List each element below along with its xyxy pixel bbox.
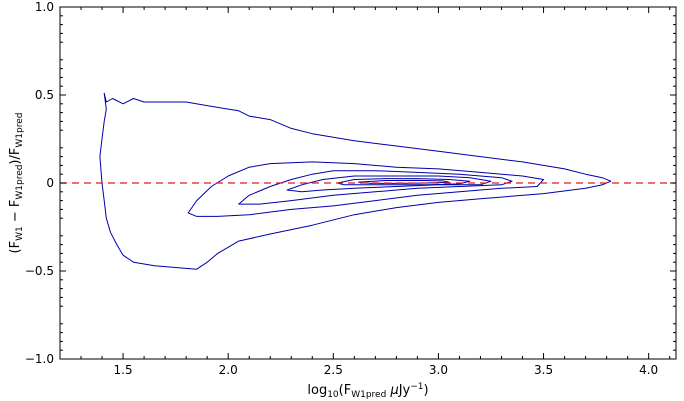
contour-level-2 <box>187 161 544 217</box>
x-axis-ticks: 1.5 2.0 2.5 3.0 3.5 4.0 <box>80 7 671 377</box>
x-tick-label: 2.0 <box>219 363 238 377</box>
x-tick-label: 3.5 <box>534 363 553 377</box>
y-tick-label: 1.0 <box>35 0 54 14</box>
contour-lines <box>99 92 612 270</box>
contour-level-4 <box>286 175 492 193</box>
contour-level-1 <box>99 92 612 270</box>
y-tick-label: −0.5 <box>25 264 54 278</box>
axis-labels: log10(FW1pred μJy−1) (FW1 − FW1pred)/FW1p… <box>8 113 429 400</box>
y-tick-label: 0.5 <box>35 88 54 102</box>
contour-level-6 <box>358 179 450 184</box>
x-tick-label: 2.5 <box>324 363 343 377</box>
y-axis-ticks: −1.0 −0.5 0 0.5 1.0 <box>25 0 676 366</box>
y-tick-label: 0 <box>46 176 54 190</box>
y-tick-label: −1.0 <box>25 352 54 366</box>
y-axis-label: (FW1 − FW1pred)/FW1pred <box>8 113 25 254</box>
x-tick-label: 1.5 <box>114 363 133 377</box>
x-axis-label: log10(FW1pred μJy−1) <box>307 382 428 400</box>
x-tick-label: 3.0 <box>429 363 448 377</box>
contour-level-5 <box>337 178 471 186</box>
x-tick-label: 4.0 <box>639 363 658 377</box>
contour-level-3 <box>238 170 513 205</box>
